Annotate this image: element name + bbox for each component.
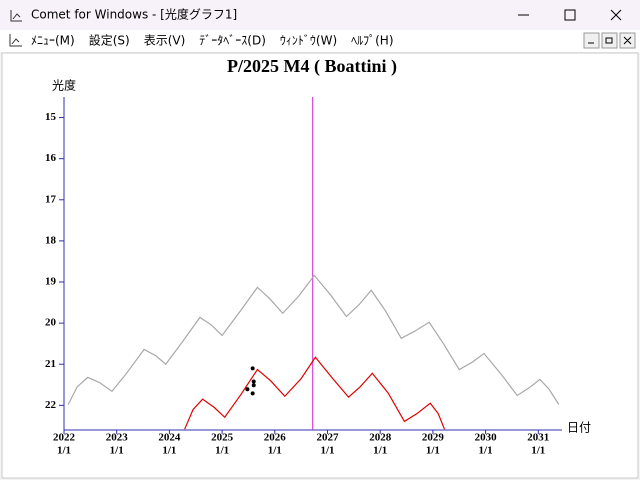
client-area — [1, 52, 639, 479]
x-tick-sublabel: 1/1 — [162, 445, 176, 457]
title-bar — [0, 0, 640, 30]
x-tick-sublabel: 1/1 — [57, 445, 71, 457]
x-tick-sublabel: 1/1 — [320, 445, 334, 457]
y-tick-label: 16 — [45, 152, 57, 164]
menu-item[interactable]: 設定(S) — [89, 33, 130, 48]
x-tick-sublabel: 1/1 — [110, 445, 124, 457]
x-tick-sublabel: 1/1 — [479, 445, 493, 457]
observation — [251, 379, 256, 384]
menu-item[interactable]: 表示(V) — [144, 34, 186, 48]
observation — [250, 366, 255, 371]
x-tick-sublabel: 1/1 — [373, 445, 387, 457]
menu-item[interactable]: ﾒﾆｭｰ(M) — [31, 34, 75, 48]
x-axis-label: 日付 — [567, 421, 591, 435]
observation — [245, 387, 250, 392]
x-tick-label: 2023 — [106, 432, 129, 444]
close-button[interactable] — [610, 9, 622, 21]
y-tick-label: 21 — [45, 358, 56, 370]
menu-bar — [0, 30, 640, 52]
y-tick-label: 15 — [45, 111, 57, 123]
window-buttons[interactable] — [518, 9, 622, 21]
window-title: Comet for Windows - [光度グラフ1] — [31, 7, 237, 22]
x-tick-label: 2030 — [475, 432, 498, 444]
y-tick-label: 22 — [45, 399, 57, 411]
maximize-button[interactable] — [564, 9, 576, 21]
y-tick-label: 20 — [45, 317, 57, 329]
x-tick-sublabel: 1/1 — [531, 445, 545, 457]
x-tick-label: 2028 — [369, 432, 392, 444]
x-tick-sublabel: 1/1 — [426, 445, 440, 457]
y-tick-label: 17 — [45, 193, 57, 205]
app-icon — [10, 10, 22, 22]
observation — [251, 383, 256, 388]
x-tick-label: 2025 — [211, 432, 234, 444]
menu-item[interactable]: ｳｨﾝﾄﾞｳ(W) — [280, 34, 337, 48]
menu-item[interactable]: ﾍﾙﾌﾟ(H) — [351, 34, 393, 48]
x-tick-label: 2027 — [316, 432, 339, 444]
mdi-minimize[interactable] — [583, 32, 600, 49]
mdi-buttons[interactable] — [583, 32, 636, 49]
x-tick-sublabel: 1/1 — [215, 445, 229, 457]
x-tick-label: 2031 — [527, 432, 549, 444]
plot-area — [67, 97, 560, 430]
x-tick-label: 2022 — [53, 432, 76, 444]
y-tick-label: 19 — [45, 276, 57, 288]
magnitude-curve — [184, 356, 446, 430]
chart-title: P/2025 M4 ( Boattini ) — [227, 56, 397, 77]
observation — [250, 391, 255, 396]
mdi-restore[interactable] — [601, 32, 618, 49]
x-tick-label: 2026 — [264, 432, 287, 444]
x-tick-label: 2024 — [158, 432, 181, 444]
x-tick-sublabel: 1/1 — [268, 445, 282, 457]
x-tick-label: 2029 — [422, 432, 445, 444]
y-tick-label: 18 — [45, 234, 57, 246]
menu-item[interactable]: ﾃﾞｰﾀﾍﾞｰｽ(D) — [199, 34, 266, 48]
magnitude-curve — [67, 274, 560, 405]
y-axis-label: 光度 — [52, 78, 76, 93]
doc-icon — [9, 34, 22, 47]
